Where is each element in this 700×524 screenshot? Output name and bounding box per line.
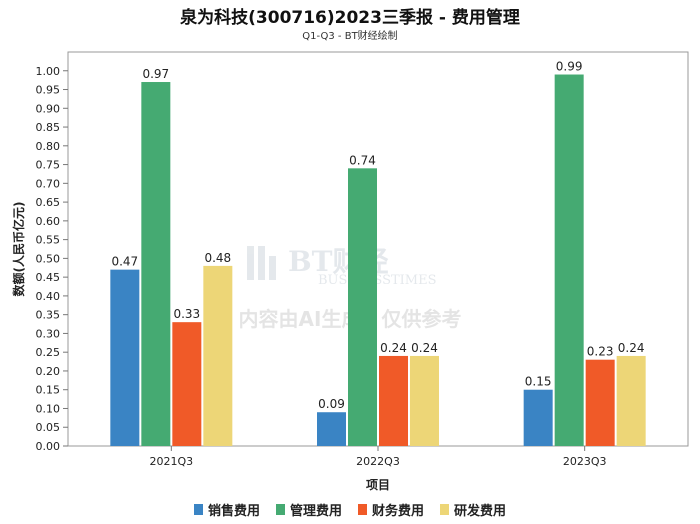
- legend-swatch: [275, 504, 285, 515]
- legend-swatch: [193, 504, 203, 515]
- legend-label: 管理费用: [289, 504, 342, 519]
- legend-swatch: [358, 504, 367, 515]
- y-axis-label: 数额(人民币亿元): [11, 202, 26, 297]
- bar: [348, 168, 377, 447]
- bar: [141, 82, 171, 447]
- y-tick-label: 0.60: [36, 215, 61, 228]
- bar: [379, 355, 408, 446]
- plot-area: 0.00 0.05 0.10 0.15 0.20 0.25 0.30 0.35 0.40 0.45…: [11, 51, 689, 492]
- y-tick-label: 0.95: [36, 84, 61, 97]
- bar: [203, 265, 233, 446]
- watermark-logo-bar: [258, 246, 265, 280]
- y-tick-label: 0.55: [36, 234, 61, 247]
- chart-subtitle: Q1-Q3 - BT财经绘制: [302, 31, 398, 42]
- data-label: 0.47: [111, 255, 138, 269]
- y-tick-label: 0.65: [36, 196, 61, 209]
- y-tick-label: 0.15: [36, 384, 61, 397]
- y-tick-label: 0.45: [36, 271, 61, 284]
- data-label: 0.97: [142, 67, 169, 81]
- y-tick-label: 0.25: [36, 346, 61, 359]
- bar: [172, 322, 202, 446]
- y-tick-label: 0.75: [36, 159, 61, 172]
- bar: [554, 74, 584, 446]
- legend-label: 财务费用: [372, 504, 425, 519]
- bar: [523, 389, 553, 446]
- legend-label: 销售费用: [207, 504, 260, 519]
- chart-title: 泉为科技(300716)2023三季报 - 费用管理: [180, 8, 520, 28]
- y-tick-label: 0.80: [36, 140, 61, 153]
- data-label: 0.24: [411, 341, 438, 355]
- y-tick-label: 0.40: [36, 290, 61, 303]
- legend-label: 研发费用: [454, 504, 507, 519]
- watermark-logo-bar: [269, 256, 276, 280]
- data-label: 0.99: [556, 60, 583, 74]
- data-label: 0.74: [349, 153, 376, 167]
- x-tick-label: 2022Q3: [356, 455, 400, 468]
- bar: [585, 359, 615, 446]
- x-axis-label: 项目: [366, 478, 390, 492]
- legend: 销售费用 管理费用 财务费用 研发费用: [0, 500, 700, 519]
- data-label: 0.23: [587, 345, 614, 359]
- y-tick-label: 0.70: [36, 177, 61, 190]
- y-tick-label: 1.00: [36, 65, 61, 78]
- legend-item: 研发费用: [440, 500, 506, 519]
- bar: [410, 355, 439, 446]
- legend-swatch: [440, 504, 450, 515]
- bar-chart: BT财经 BUSINESSTIMES 内容由AI生成，仅供参考 0.000.05…: [11, 51, 689, 492]
- y-tick-label: 0.90: [36, 102, 61, 115]
- bar: [317, 412, 346, 446]
- y-tick-label: 0.00: [36, 440, 61, 453]
- bar: [110, 269, 140, 446]
- legend-item: 销售费用: [193, 500, 260, 519]
- watermark-logo-bar: [247, 246, 254, 280]
- bar: [616, 355, 646, 446]
- legend-item: 管理费用: [275, 500, 342, 519]
- data-label: 0.15: [525, 375, 552, 389]
- data-label: 0.24: [380, 341, 407, 355]
- y-tick-label: 0.20: [36, 365, 61, 378]
- y-tick-label: 0.85: [36, 121, 61, 134]
- legend-item: 财务费用: [358, 500, 424, 519]
- data-label: 0.33: [173, 307, 200, 321]
- x-tick-label: 2023Q3: [563, 455, 607, 468]
- data-label: 0.09: [318, 397, 345, 411]
- y-tick-label: 0.50: [36, 252, 61, 265]
- y-tick-label: 0.05: [36, 421, 61, 434]
- watermark-logo-subtext: BUSINESSTIMES: [318, 273, 437, 288]
- y-tick-label: 0.10: [36, 402, 61, 415]
- y-tick-label: 0.35: [36, 309, 61, 322]
- y-tick-label: 0.30: [36, 327, 61, 340]
- data-label: 0.24: [618, 341, 645, 355]
- data-label: 0.48: [204, 251, 231, 265]
- x-tick-label: 2021Q3: [150, 455, 194, 468]
